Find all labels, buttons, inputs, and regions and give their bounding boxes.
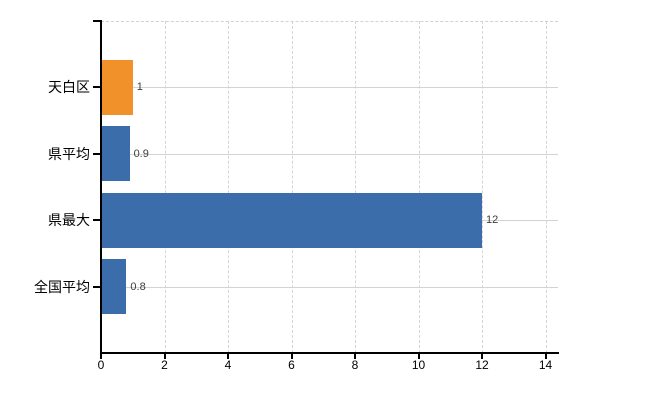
gridline-vertical: [355, 21, 356, 353]
x-axis-tick-label: 10: [411, 358, 426, 372]
x-axis-tick: [100, 353, 102, 359]
bar-全国平均: [101, 259, 127, 315]
gridline-horizontal: [101, 153, 558, 155]
y-axis-line: [100, 20, 102, 354]
gridline-vertical: [228, 21, 229, 353]
gridline-vertical: [482, 21, 483, 353]
x-axis-tick-label: 0: [97, 358, 105, 372]
bar-value-label: 1: [136, 81, 143, 94]
bar-value-label: 0.9: [133, 147, 149, 160]
x-axis-tick: [544, 353, 547, 359]
gridline-vertical: [291, 21, 293, 353]
bar-value-label: 0.8: [130, 280, 146, 293]
gridline-vertical: [545, 21, 547, 353]
x-axis-tick-label: 14: [538, 358, 553, 372]
category-label: 県平均: [48, 145, 90, 162]
x-axis-tick-label: 8: [351, 358, 359, 372]
x-axis-tick-label: 6: [288, 358, 295, 372]
x-axis-tick-label: 2: [161, 358, 168, 372]
x-axis-line: [100, 352, 559, 354]
plot-area: 1 0.9 12 0.8: [101, 21, 558, 353]
x-axis-tick: [417, 353, 420, 359]
category-label: 天白区: [48, 79, 90, 96]
bar-value-label: 12: [486, 214, 499, 227]
gridline-horizontal: [101, 87, 558, 89]
y-axis-tick: [93, 219, 101, 222]
y-axis-end-tick: [93, 20, 101, 22]
bar-天白区: [101, 59, 133, 115]
x-axis-tick: [290, 353, 293, 359]
category-label: 全国平均: [34, 278, 90, 295]
x-axis-tick: [227, 353, 229, 359]
bar-県最大: [101, 192, 482, 248]
x-axis-tick-label: 4: [224, 358, 232, 372]
x-axis-tick: [481, 353, 483, 359]
plot-top-border: [101, 21, 558, 22]
gridline-horizontal: [101, 286, 558, 288]
x-axis-tick: [354, 353, 356, 359]
category-label: 県最大: [48, 212, 90, 229]
gridline-vertical: [418, 21, 420, 353]
x-axis-tick-label: 12: [475, 358, 489, 372]
y-axis-tick: [93, 285, 101, 288]
y-axis-tick: [93, 86, 101, 89]
x-axis-tick: [163, 353, 166, 359]
gridline-vertical: [164, 21, 166, 353]
y-axis-tick: [93, 152, 101, 155]
bar-県平均: [101, 126, 130, 182]
